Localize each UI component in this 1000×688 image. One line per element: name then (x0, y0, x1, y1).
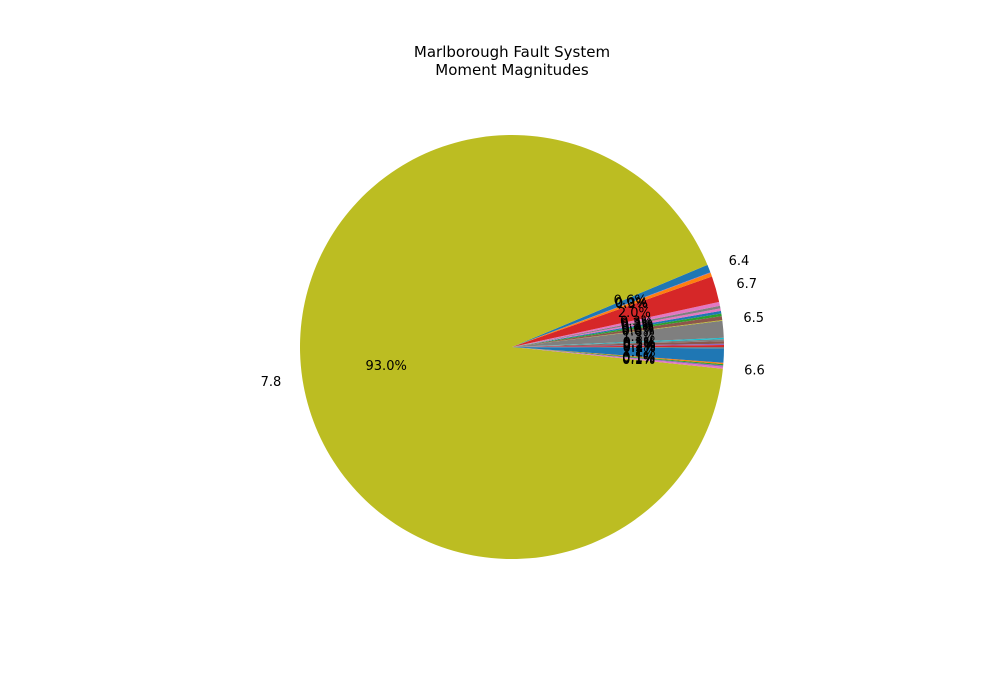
pie-slice-11 (512, 305, 721, 347)
pie-slices (300, 134, 724, 559)
pie-slice-10 (512, 308, 721, 347)
pie-pct-label-22: 1.1% (623, 346, 656, 361)
pie-pct-label-18: 0.1% (622, 353, 655, 368)
pie-pct-label-23: 0.1% (623, 341, 656, 356)
pie-pct-label-5: 1.3% (622, 330, 655, 345)
pie-slice-23 (512, 347, 724, 349)
pie-slice-15 (512, 272, 711, 347)
pie-category-label-6: 6.5 (743, 311, 764, 326)
pie-slice-8 (512, 313, 722, 347)
pie-pct-label-15: 0.0% (615, 296, 648, 311)
pie-slice-6 (512, 320, 723, 347)
pie-pct-label-7: 0.3% (621, 323, 654, 338)
pie-labels: 0.2%0.1%0.2%0.1%0.1%1.3%0.0%6.50.3%0.2%0… (261, 254, 765, 390)
pie-pct-label-0: 0.2% (623, 340, 656, 355)
pie-slice-13 (512, 276, 720, 347)
pie-pct-label-19: 0.1% (622, 352, 655, 367)
pie-pct-label-6: 0.0% (622, 325, 655, 340)
pie-pct-label-2: 0.2% (623, 338, 656, 353)
pie-slice-14 (512, 272, 712, 347)
pie-slice-12 (512, 301, 720, 347)
pie-slice-20 (512, 347, 724, 366)
pie-pct-label-10: 0.2% (621, 318, 654, 333)
pie-slice-7 (512, 316, 723, 347)
pie-category-label-17: 7.8 (261, 375, 282, 390)
pie-category-label-18: 6.6 (744, 363, 765, 378)
chart-title: Marlborough Fault System Moment Magnitud… (414, 43, 610, 79)
pie-slice-19 (512, 347, 724, 367)
pie-pct-label-20: 0.1% (622, 351, 655, 366)
pie-slice-3 (512, 339, 724, 347)
pie-slice-17 (300, 134, 723, 559)
pie-pct-label-16: 0.6% (614, 293, 647, 308)
pie-category-label-16: 6.4 (729, 254, 750, 269)
chart-title-line-1: Marlborough Fault System (414, 43, 610, 61)
pie-pct-label-12: 0.3% (620, 315, 653, 330)
pie-category-label-13: 6.7 (736, 277, 757, 292)
pie-pct-label-13: 2.0% (618, 306, 651, 321)
pie-slice-1 (512, 343, 724, 347)
pie-pct-label-17: 93.0% (366, 359, 407, 374)
pie-pct-label-3: 0.1% (623, 336, 656, 351)
pie-pct-label-14: 0.3% (615, 297, 648, 312)
pie-slice-18 (512, 347, 724, 369)
pie-slice-2 (512, 341, 724, 347)
pie-slice-4 (512, 337, 724, 347)
pie-slice-9 (512, 310, 722, 347)
pie-pct-label-1: 0.1% (623, 339, 656, 354)
pie-pct-label-21: 0.1% (622, 350, 655, 365)
pie-slice-22 (512, 347, 724, 363)
pie-slice-5 (512, 320, 724, 347)
pie-slice-16 (512, 264, 711, 347)
pie-slice-21 (512, 347, 724, 365)
pie-pct-label-8: 0.2% (621, 321, 654, 336)
pie-slice-0 (512, 345, 724, 347)
pie-pct-label-4: 0.1% (623, 335, 656, 350)
chart-title-line-2: Moment Magnitudes (435, 61, 589, 79)
pie-pct-label-9: 0.2% (621, 320, 654, 335)
pie-pct-label-11: 0.2% (620, 317, 653, 332)
